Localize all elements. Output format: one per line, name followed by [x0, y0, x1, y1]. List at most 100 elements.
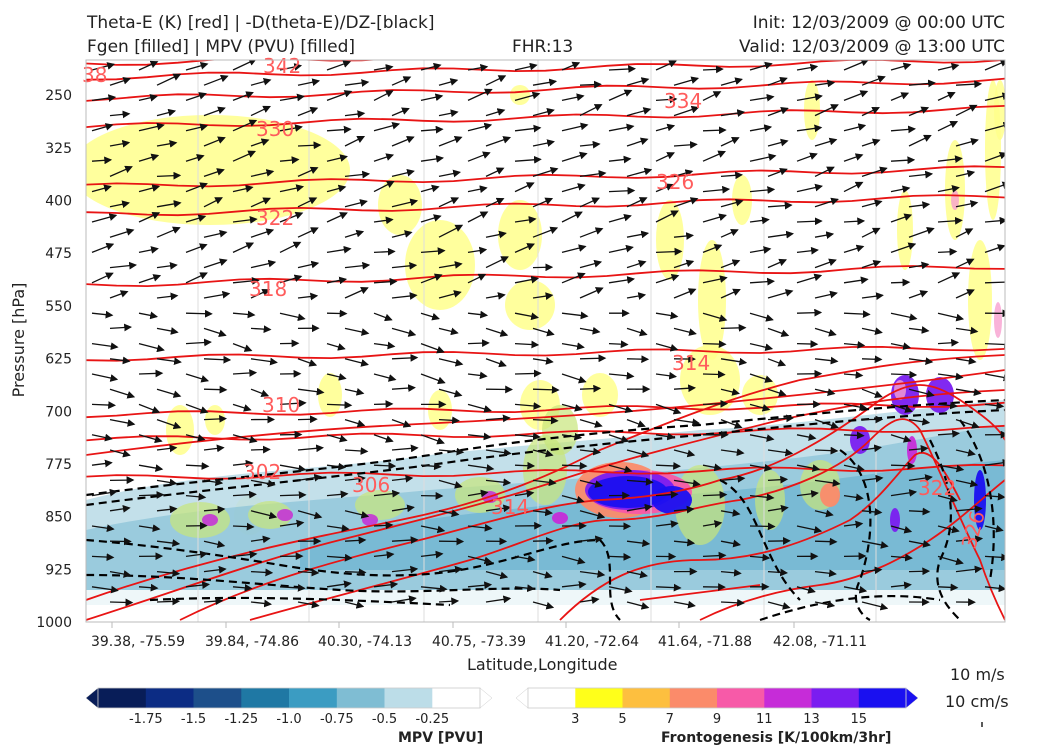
wind-vector	[626, 355, 650, 364]
wind-vector	[532, 78, 558, 87]
wind-vector	[843, 217, 866, 226]
wind-vector	[749, 186, 776, 194]
wind-vector	[467, 489, 489, 498]
theta-e-314	[86, 345, 1005, 362]
wind-vector	[344, 474, 366, 483]
wind-vector	[420, 342, 445, 354]
mpv-colorbar: -1.75 -1.5 -1.25 -1.0 -0.75 -0.5 -0.25	[85, 687, 493, 727]
wind-vector	[626, 167, 653, 178]
wind-vector	[203, 327, 227, 338]
wind-vector	[91, 459, 113, 468]
wind-vector	[467, 88, 493, 101]
wind-vector	[984, 278, 1005, 287]
wind-vector	[937, 247, 958, 256]
wind-vector	[749, 493, 775, 502]
wind-vector	[279, 124, 303, 132]
stability-contour	[719, 479, 801, 601]
wind-vector	[720, 568, 742, 577]
wind-vector	[514, 461, 536, 470]
wind-vector	[843, 244, 865, 254]
wind-vector	[608, 123, 635, 132]
wind-vector	[984, 244, 1005, 254]
wind-vector	[702, 551, 727, 560]
wind-vector	[861, 292, 884, 301]
wind-vector	[373, 521, 394, 530]
wind-vector	[279, 241, 302, 253]
wind-vector	[420, 184, 440, 193]
wind-vector	[91, 272, 114, 284]
wind-vector	[344, 510, 370, 519]
wind-vector	[250, 169, 275, 178]
colorbar-segment	[669, 688, 718, 708]
wind-vector	[673, 105, 700, 117]
x-tick-label: 39.84, -74.86	[205, 634, 299, 650]
wind-vector	[438, 388, 463, 398]
wind-vector	[890, 62, 912, 71]
wind-vector	[579, 447, 601, 456]
wind-vector	[250, 259, 277, 269]
wind-vector	[955, 326, 979, 335]
wind-vector	[138, 184, 161, 193]
wind-vector	[156, 444, 178, 453]
wind-vector	[532, 197, 554, 208]
wind-vector	[843, 520, 864, 529]
wind-vector	[438, 261, 463, 269]
wind-vector	[185, 243, 208, 254]
wind-vector	[984, 60, 1005, 71]
wind-vector	[796, 63, 819, 72]
wind-vector	[861, 508, 883, 516]
wind-vector	[861, 166, 888, 178]
wind-vector	[626, 107, 652, 117]
wind-vector	[702, 340, 727, 348]
title-line2: Fgen [filled] | MPV (PVU) [filled]	[87, 37, 356, 57]
wind-vector	[767, 475, 789, 484]
wind-vector	[514, 62, 538, 71]
wind-vector	[185, 182, 208, 193]
colorbar-tick: 7	[666, 712, 674, 727]
wind-vector	[767, 388, 787, 397]
wind-vector	[561, 151, 588, 162]
wind-vector	[514, 91, 541, 102]
wind-vector	[814, 197, 839, 208]
wind-vector	[326, 276, 348, 285]
contour-label-302: 302	[243, 460, 281, 484]
wind-vector	[561, 342, 585, 351]
wind-vector	[391, 76, 412, 86]
wind-vector	[467, 185, 488, 194]
wind-vector	[467, 371, 488, 380]
wind-vector	[203, 258, 228, 269]
wind-vector	[814, 600, 836, 609]
wind-vector	[532, 601, 555, 610]
wind-vector	[955, 418, 980, 429]
wind-vector	[279, 211, 304, 223]
wind-vector	[908, 445, 929, 453]
wind-vector	[937, 312, 965, 322]
wind-vector	[843, 276, 869, 285]
wind-vector	[673, 288, 697, 299]
wind-vector	[908, 417, 931, 426]
wind-vector	[344, 447, 369, 455]
wind-vector	[373, 400, 394, 408]
wind-vector	[514, 124, 542, 133]
wind-vector	[720, 475, 746, 483]
wind-vector	[890, 553, 913, 562]
wind-vector	[579, 479, 603, 488]
stability-contour	[599, 539, 621, 621]
theta-e-lower	[559, 452, 961, 621]
wind-vector	[109, 598, 134, 607]
wind-vector	[767, 504, 789, 513]
theta-e-lower	[179, 384, 1005, 621]
wind-vector	[326, 184, 347, 193]
fgen-core	[850, 426, 870, 454]
x-axis-label: Latitude,Longitude	[467, 655, 618, 674]
wind-vector	[344, 568, 367, 577]
wind-vector	[232, 216, 258, 224]
wind-vector	[814, 509, 834, 518]
wind-vector	[767, 106, 789, 117]
wind-vector	[561, 461, 588, 470]
wind-vector	[890, 278, 911, 287]
theta-e-330	[86, 105, 1005, 128]
wind-vector	[232, 150, 256, 162]
wind-vector	[749, 522, 776, 531]
wind-vector	[91, 213, 118, 223]
